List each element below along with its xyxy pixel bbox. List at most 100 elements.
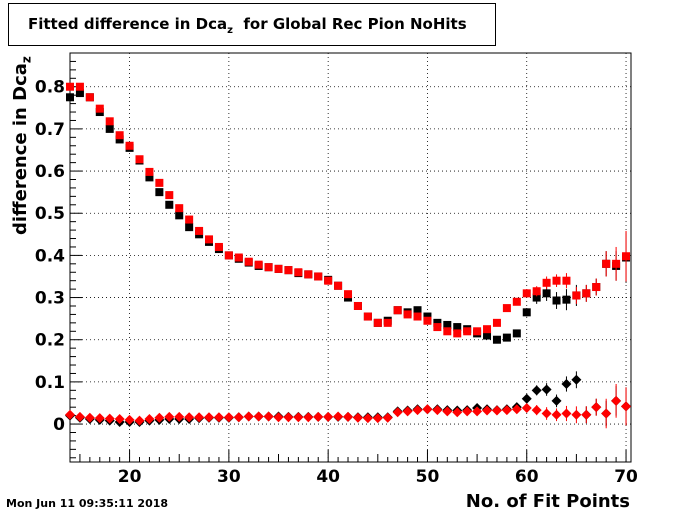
data-point-diamond (323, 411, 334, 422)
data-point-diamond (94, 413, 105, 424)
data-point-square (314, 272, 323, 281)
data-point-square (562, 276, 571, 285)
data-point-square (423, 316, 432, 325)
data-point-square (502, 304, 511, 313)
data-point-diamond (541, 384, 552, 395)
data-point-diamond (65, 409, 75, 420)
data-point-square (393, 306, 402, 315)
data-point-diamond (551, 395, 562, 406)
data-point-diamond (521, 403, 532, 414)
data-point-square (443, 327, 452, 336)
data-point-diamond (114, 413, 125, 424)
data-point-diamond (134, 415, 145, 426)
data-point-diamond (591, 402, 602, 413)
data-point-square (175, 204, 184, 213)
data-point-square (135, 155, 144, 164)
data-point-diamond (422, 404, 433, 415)
data-point-diamond (611, 395, 622, 406)
data-point-square (66, 93, 74, 102)
data-point-square (383, 318, 392, 327)
data-point-diamond (223, 412, 234, 423)
y-tick-label: 0.6 (35, 162, 65, 182)
chart-title-main: Fitted difference in Dca (28, 15, 228, 33)
data-point-square (344, 290, 353, 299)
data-point-square (175, 211, 184, 220)
data-point-square (145, 173, 154, 182)
data-point-diamond (561, 378, 572, 389)
data-point-square (324, 276, 333, 285)
data-point-square (512, 297, 521, 306)
data-point-diamond (452, 407, 463, 418)
y-tick-label: 0.4 (35, 246, 65, 266)
title-box: Fitted difference in Dcaz for Global Rec… (8, 3, 496, 46)
data-point-square (413, 306, 422, 315)
data-point-square (155, 188, 164, 197)
data-point-diamond (462, 406, 473, 417)
data-point-square (274, 264, 283, 273)
data-point-diamond (154, 412, 165, 423)
data-point-diamond (352, 412, 363, 423)
data-point-diamond (204, 412, 215, 423)
x-tick-label: 40 (316, 467, 340, 487)
data-point-square (483, 331, 492, 340)
data-point-diamond (551, 409, 562, 420)
y-axis-label-subscript: z (19, 56, 34, 64)
y-tick-label: 0.1 (35, 373, 65, 393)
y-tick-label: 0 (53, 415, 65, 435)
data-point-square (75, 89, 84, 98)
data-point-diamond (402, 406, 413, 417)
data-point-square (334, 281, 343, 290)
timestamp: Mon Jun 11 09:35:11 2018 (6, 497, 169, 510)
data-point-square (612, 259, 621, 268)
data-point-diamond (84, 412, 95, 423)
data-point-square (502, 333, 511, 342)
data-point-diamond (412, 405, 423, 416)
data-point-diamond (571, 409, 582, 420)
data-point-square (165, 191, 174, 200)
chart-title-suffix: for Global Rec Pion NoHits (243, 15, 467, 33)
data-point-diamond (491, 405, 502, 416)
data-point-square (95, 104, 104, 113)
data-point-diamond (303, 412, 314, 423)
data-point-square (195, 226, 204, 235)
plot-frame (69, 52, 632, 463)
data-point-square (363, 312, 372, 321)
data-point-diamond (541, 408, 552, 419)
data-point-diamond (333, 411, 344, 422)
data-point-square (582, 289, 591, 298)
data-point-square (433, 318, 442, 327)
data-point-diamond (561, 408, 572, 419)
data-point-square (155, 178, 164, 187)
data-point-diamond (501, 405, 512, 416)
data-point-diamond (194, 412, 205, 423)
data-point-square (453, 329, 462, 338)
data-point-square (552, 296, 561, 305)
data-point-square (294, 268, 303, 277)
data-point-square (284, 266, 293, 275)
data-point-square (512, 329, 521, 338)
data-point-square (492, 318, 501, 327)
data-point-diamond (511, 404, 522, 415)
y-tick-label: 0.8 (35, 78, 65, 98)
data-point-square (552, 276, 561, 285)
data-point-square (373, 318, 382, 327)
data-point-square (542, 289, 551, 298)
data-point-square (85, 93, 94, 102)
data-point-square (185, 223, 194, 232)
data-points (65, 82, 632, 429)
data-point-square (214, 242, 223, 251)
y-tick-label: 0.2 (35, 331, 65, 351)
x-tick-label: 50 (416, 467, 440, 487)
chart-title-subscript: z (227, 25, 233, 36)
data-point-square (254, 260, 263, 269)
y-tick-label: 0.7 (35, 120, 65, 140)
data-point-square (234, 253, 243, 262)
data-point-square (562, 295, 571, 304)
data-point-diamond (432, 405, 443, 416)
data-point-square (105, 124, 114, 133)
data-point-square (433, 323, 442, 332)
data-point-square (115, 131, 124, 140)
data-point-diamond (233, 412, 244, 423)
grid (70, 53, 631, 462)
data-point-square (622, 252, 631, 261)
